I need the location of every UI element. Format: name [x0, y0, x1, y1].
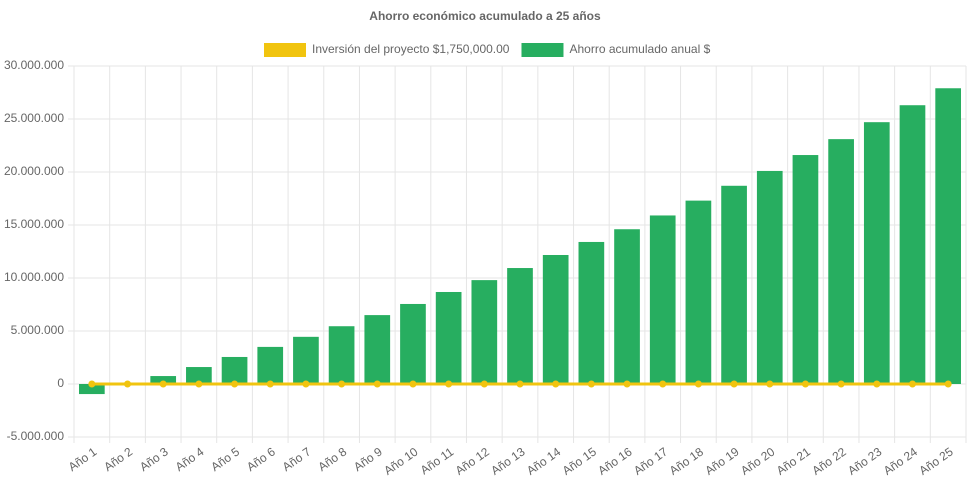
point	[873, 380, 881, 388]
point	[338, 380, 346, 388]
x-tick-label: Año 22	[809, 444, 848, 477]
x-tick-label: Año 11	[418, 444, 457, 477]
bar	[578, 241, 605, 384]
y-tick-label: -5.000.000	[7, 429, 65, 443]
point	[266, 380, 274, 388]
y-tick-label: 25.000.000	[4, 111, 64, 125]
y-tick-label: 15.000.000	[4, 217, 64, 231]
bar	[293, 336, 319, 384]
x-tick-label: Año 1	[66, 444, 100, 474]
x-tick-label: Año 20	[738, 444, 777, 477]
x-tick-label: Año 18	[667, 444, 706, 477]
x-tick-label: Año 19	[702, 444, 741, 477]
legend-label: Inversión del proyecto $1,750,000.00	[312, 42, 510, 56]
bar	[507, 268, 533, 384]
y-tick-label: 20.000.000	[4, 164, 64, 178]
bar	[435, 291, 462, 384]
point	[195, 380, 203, 388]
x-tick-label: Año 13	[488, 444, 527, 477]
point	[837, 380, 845, 388]
point	[552, 380, 560, 388]
point	[659, 380, 667, 388]
x-tick-label: Año 25	[917, 444, 956, 477]
bar	[649, 215, 676, 384]
point	[516, 380, 524, 388]
x-tick-label: Año 5	[208, 444, 242, 474]
x-tick-label: Año 14	[524, 444, 563, 477]
bar	[935, 88, 962, 384]
x-tick-label: Año 16	[595, 444, 634, 477]
y-tick-label: 5.000.000	[11, 323, 65, 337]
point	[480, 380, 488, 388]
point	[159, 380, 167, 388]
point	[908, 380, 916, 388]
point	[302, 380, 310, 388]
bar	[614, 229, 640, 384]
bar	[685, 200, 712, 384]
point	[231, 380, 239, 388]
bar	[863, 122, 890, 385]
bar	[257, 346, 284, 384]
x-tick-label: Año 4	[173, 444, 207, 474]
x-tick-label: Año 7	[280, 444, 314, 474]
bar	[78, 384, 105, 395]
legend-label: Ahorro acumulado anual $	[569, 42, 710, 56]
x-tick-label: Año 23	[845, 444, 884, 477]
x-tick-label: Año 12	[453, 444, 492, 477]
bar	[328, 326, 355, 384]
x-tick-label: Año 8	[315, 444, 349, 474]
bar	[792, 155, 819, 384]
x-tick-label: Año 2	[101, 444, 135, 474]
x-tick-label: Año 9	[351, 444, 385, 474]
point	[694, 380, 702, 388]
x-tick-label: Año 6	[244, 444, 278, 474]
point	[124, 380, 132, 388]
point	[766, 380, 774, 388]
x-tick-label: Año 21	[774, 444, 813, 477]
chart-title: Ahorro económico acumulado a 25 años	[369, 9, 601, 23]
y-tick-label: 30.000.000	[4, 58, 64, 72]
point	[730, 380, 738, 388]
bar	[542, 254, 569, 384]
bar	[221, 356, 248, 384]
y-tick-label: 10.000.000	[4, 270, 64, 284]
point	[801, 380, 809, 388]
point	[409, 380, 417, 388]
point	[445, 380, 453, 388]
x-tick-label: Año 24	[881, 444, 920, 477]
point	[623, 380, 631, 388]
bar	[721, 185, 747, 384]
point	[587, 380, 595, 388]
bar	[899, 105, 926, 384]
bar	[364, 315, 391, 384]
y-tick-label: 0	[57, 376, 64, 390]
bar	[400, 303, 426, 384]
bar	[828, 139, 854, 384]
bar	[756, 170, 783, 384]
bar	[471, 280, 498, 384]
x-tick-label: Año 3	[137, 444, 171, 474]
x-tick-label: Año 10	[381, 444, 420, 477]
bar	[186, 367, 212, 384]
point	[944, 380, 952, 388]
point	[373, 380, 381, 388]
point	[88, 380, 96, 388]
x-tick-label: Año 15	[560, 444, 599, 477]
x-tick-label: Año 17	[631, 444, 670, 477]
bar	[150, 376, 177, 384]
legend-swatch	[264, 43, 306, 57]
legend-swatch	[521, 43, 564, 57]
